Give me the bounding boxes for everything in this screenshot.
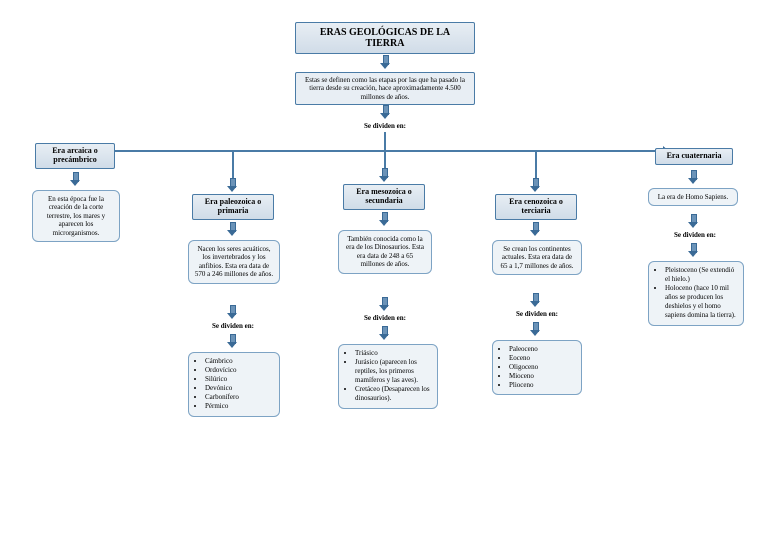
divide-label: Se dividen en: (203, 322, 263, 330)
arrow-icon (380, 55, 390, 69)
list-item: Triásico (355, 349, 432, 358)
connector (384, 132, 386, 150)
era-desc-cenozoica: Se crean los continentes actuales. Esta … (492, 240, 582, 275)
connector (535, 150, 537, 178)
arrow-icon (688, 214, 698, 228)
era-title-mesozoica: Era mesozoica o secundaria (343, 184, 425, 210)
divide-label: Se dividen en: (355, 122, 415, 130)
era-desc-mesozoica: También conocida como la era de los Dino… (338, 230, 432, 274)
era-desc-paleozoica: Nacen los seres acuáticos, los invertebr… (188, 240, 280, 284)
arrow-icon (227, 305, 237, 319)
list-item: Oligoceno (509, 363, 576, 372)
arrow-icon (530, 293, 540, 307)
divide-label: Se dividen en: (665, 231, 725, 239)
list-item: Mioceno (509, 372, 576, 381)
arrow-icon (379, 212, 389, 226)
arrow-icon (379, 326, 389, 340)
arrow-icon (227, 178, 237, 192)
era-sub-cenozoica: Paleoceno Eoceno Oligoceno Mioceno Plioc… (492, 340, 582, 395)
list-item: Ordovícico (205, 366, 274, 375)
arrow-icon (530, 222, 540, 236)
list-item: Jurásico (aparecen los reptiles, los pri… (355, 358, 432, 385)
list-item: Paleoceno (509, 345, 576, 354)
era-sub-mesozoica: Triásico Jurásico (aparecen los reptiles… (338, 344, 438, 409)
era-title-cenozoica: Era cenozoica o terciaria (495, 194, 577, 220)
arrow-icon (530, 178, 540, 192)
list-item: Devónico (205, 384, 274, 393)
main-title: ERAS GEOLÓGICAS DE LA TIERRA (295, 22, 475, 54)
arrow-icon (379, 168, 389, 182)
era-title-cuaternaria: Era cuaternaria (655, 148, 733, 165)
definition-box: Estas se definen como las etapas por las… (295, 72, 475, 105)
list-item: Silúrico (205, 375, 274, 384)
era-title-paleozoica: Era paleozoica o primaria (192, 194, 274, 220)
era-desc-cuaternaria: La era de Homo Sapiens. (648, 188, 738, 206)
arrow-icon (688, 243, 698, 257)
list-item: Holoceno (hace 10 mil años se producen l… (665, 284, 738, 320)
list-item: Eoceno (509, 354, 576, 363)
era-sub-cuaternaria: Pleistoceno (Se extendió el hielo.) Holo… (648, 261, 744, 326)
arrow-icon (227, 334, 237, 348)
arrow-icon (227, 222, 237, 236)
arrow-icon (70, 172, 80, 186)
connector (232, 150, 234, 178)
era-sub-paleozoica: Cámbrico Ordovícico Silúrico Devónico Ca… (188, 352, 280, 417)
list-item: Cretáceo (Desaparecen los dinosaurios). (355, 385, 432, 403)
divide-label: Se dividen en: (355, 314, 415, 322)
list-item: Pleistoceno (Se extendió el hielo.) (665, 266, 738, 284)
list-item: Pérmico (205, 402, 274, 411)
arrow-icon (380, 105, 390, 119)
era-desc-arcaica: En esta época fue la creación de la cort… (32, 190, 120, 242)
era-title-arcaica: Era arcaica o precámbrico (35, 143, 115, 169)
divide-label: Se dividen en: (507, 310, 567, 318)
arrow-icon (688, 170, 698, 184)
arrow-icon (530, 322, 540, 336)
list-item: Carbonífero (205, 393, 274, 402)
list-item: Cámbrico (205, 357, 274, 366)
connector (384, 150, 386, 168)
list-item: Plioceno (509, 381, 576, 390)
arrow-icon (379, 297, 389, 311)
